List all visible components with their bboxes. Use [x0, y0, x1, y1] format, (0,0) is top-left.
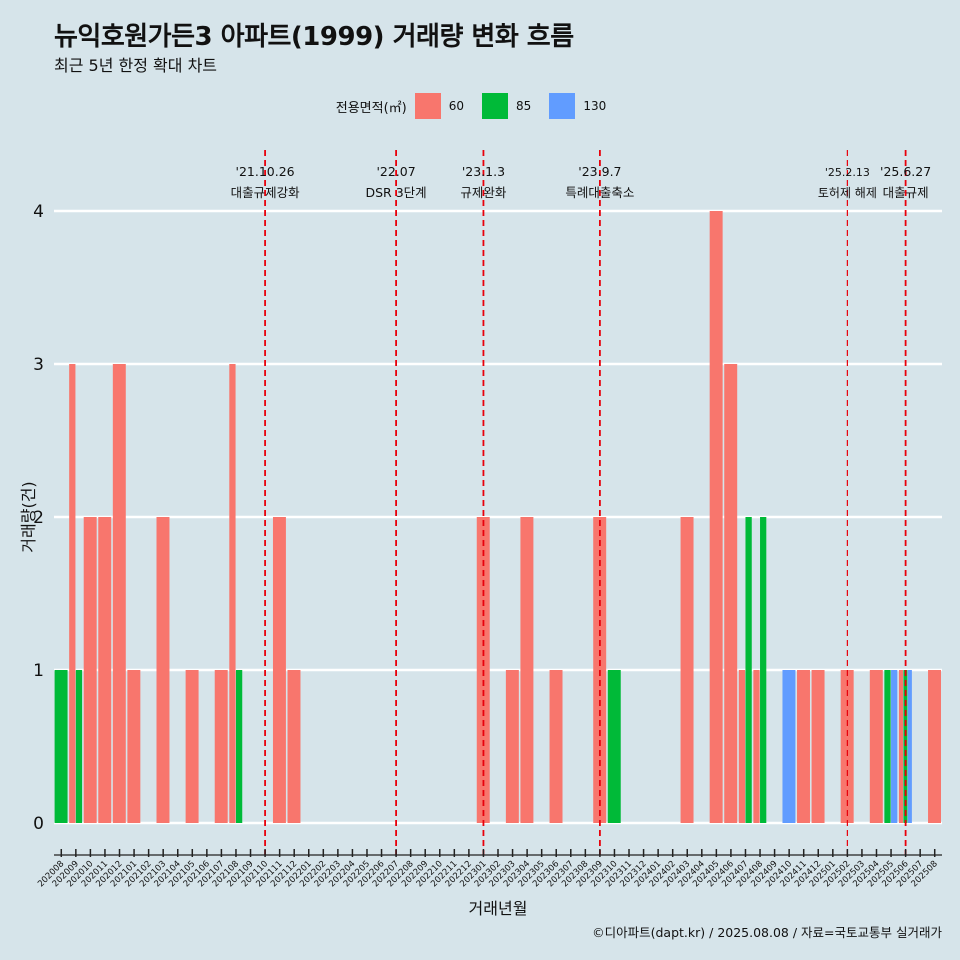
bar-130-202505 [891, 670, 898, 823]
bar-85-202108 [235, 670, 243, 823]
y-tick-label: 2 [33, 508, 44, 528]
annotation-date: '23.9.7 [578, 164, 621, 179]
annotation-date: '25.2.13 [825, 166, 870, 179]
bar-60-202012 [112, 364, 126, 823]
bar-60-202405 [709, 211, 723, 823]
bar-85-202009 [75, 670, 83, 823]
y-tick-label: 4 [33, 202, 44, 222]
bar-130-202506 [907, 670, 912, 823]
bar-60-202108 [229, 364, 236, 823]
annotation-date: '21.10.26 [236, 164, 295, 179]
chart-title: 뉴익호원가든3 아파트(1999) 거래량 변화 흐름 [54, 22, 574, 52]
legend-label-130: 130 [583, 99, 607, 113]
annotation-date: '23.1.3 [462, 164, 505, 179]
bar-60-202112 [287, 670, 301, 823]
chart-subtitle: 최근 5년 한정 확대 차트 [54, 56, 218, 75]
y-tick-label: 3 [33, 355, 44, 375]
source-caption: ©디아파트(dapt.kr) / 2025.08.08 / 자료=국토교통부 실… [592, 925, 942, 940]
bar-60-202406 [724, 364, 738, 823]
x-axis-title: 거래년월 [469, 899, 528, 918]
legend-label-85: 85 [516, 99, 532, 113]
bar-60-202304 [520, 517, 534, 823]
legend-swatch-85 [482, 93, 509, 119]
bar-60-202303 [505, 670, 519, 823]
bar-60-202506 [898, 670, 903, 823]
y-tick-label: 1 [33, 661, 44, 681]
legend-title: 전용면적(㎡) [335, 100, 407, 116]
bar-60-202103 [156, 517, 170, 823]
annotation-label: 대출규제 [883, 185, 929, 200]
bar-60-202407 [738, 670, 746, 823]
bar-60-202411 [797, 670, 810, 823]
y-axis-title: 거래량(건) [19, 481, 38, 552]
bar-60-202011 [98, 517, 112, 823]
bar-60-202508 [928, 670, 941, 823]
annotation-label: 규제완화 [460, 185, 507, 200]
y-tick-label: 0 [33, 814, 44, 834]
bar-60-202306 [549, 670, 563, 823]
bar-60-202412 [811, 670, 825, 823]
legend: 전용면적(㎡) 60 85 130 [0, 93, 960, 119]
legend-swatch-130 [549, 93, 576, 119]
bar-60-202105 [185, 670, 199, 823]
bar-60-202107 [214, 670, 228, 823]
bar-60-202502 [840, 670, 854, 823]
bar-60-202408 [753, 670, 760, 823]
annotation-label: 토허제 해제 [818, 186, 877, 200]
bar-130-202410 [782, 670, 796, 823]
legend-swatch-60 [414, 93, 441, 119]
annotation-date: '25.6.27 [880, 164, 931, 179]
bar-60-202009 [69, 364, 76, 823]
annotation-label: DSR 3단계 [366, 185, 427, 200]
bar-85-202505 [884, 670, 891, 823]
bar-85-202310 [607, 670, 621, 823]
bar-60-202010 [83, 517, 97, 823]
bar-85-202506 [903, 670, 908, 823]
annotation-label: 특례대출축소 [565, 185, 634, 200]
bar-85-202008 [54, 670, 68, 823]
annotation-label: 대출규제강화 [231, 185, 301, 200]
bar-60-202111 [272, 517, 286, 823]
bar-60-202403 [680, 517, 694, 823]
bar-85-202408 [760, 517, 767, 823]
bar-60-202101 [127, 670, 141, 823]
annotation-date: '22.07 [376, 164, 415, 179]
bar-85-202407 [745, 517, 752, 823]
bar-60-202504 [869, 670, 883, 823]
legend-label-60: 60 [448, 99, 465, 113]
